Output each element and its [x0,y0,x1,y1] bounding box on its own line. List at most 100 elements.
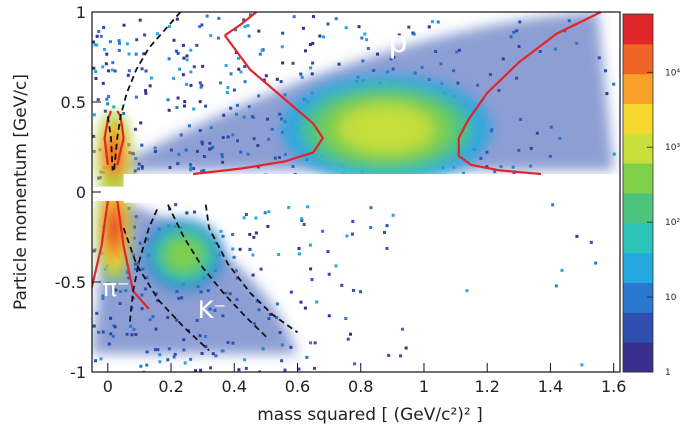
heatmap-cell [134,52,138,56]
dashed-cut-line [113,12,182,171]
heatmap-cell [427,25,431,29]
heatmap-cell [231,247,235,251]
colorbar-swatch [623,43,653,75]
colorbar-swatch [623,282,653,313]
heatmap-cell [176,96,180,100]
heatmap-cell [243,358,247,362]
heatmap-cell [117,41,121,45]
heatmap-cell [155,32,159,36]
heatmap-cell [589,240,593,244]
heatmap-cell [309,267,313,271]
heatmap-cell [173,352,177,356]
solid-cut-line [193,34,325,176]
heatmap-cell [303,306,307,310]
heatmap-cell [92,40,96,44]
heatmap-cell [133,169,137,173]
heatmap-cell [176,51,180,55]
colorbar-swatch [623,312,653,343]
solid-cut-line [92,200,109,292]
heatmap-cell [350,232,354,236]
heatmap-cell [247,34,251,38]
dashed-cut-line [122,227,210,352]
heatmap-cell [216,36,220,40]
heatmap-cell [103,47,107,51]
heatmap-cell [493,170,497,174]
heatmap-cell [166,98,170,102]
heatmap-cell [309,66,313,70]
heatmap-cell [369,225,373,229]
heatmap-cell [172,38,176,42]
colorbar-swatch [623,252,653,283]
heatmap-cell [309,341,313,345]
heatmap-cell [110,68,114,72]
heatmap-cell [185,211,189,215]
particle-label-proton: p [388,25,407,60]
heatmap-cell [185,58,189,62]
heatmap-cell [104,62,108,66]
heatmap-cell [301,26,305,30]
heatmap-cell [359,290,363,294]
heatmap-cell [344,26,348,30]
heatmap-cell [198,25,202,29]
heatmap-cell [94,69,98,73]
heatmap-cell [122,23,126,27]
heatmap-cell [297,246,301,250]
heatmap-cell [318,34,322,38]
heatmap-cell [242,216,246,220]
heatmap-cell [232,88,236,92]
heatmap-cell [126,73,130,77]
heatmap-cell [106,69,110,73]
heatmap-cell [229,106,233,110]
heatmap-cell [150,76,154,80]
heatmap-cell [142,52,146,56]
low-momentum-gap [92,186,124,201]
heatmap-cell [376,52,380,56]
heatmap-cell [194,369,198,372]
heatmap-cell [258,52,262,56]
heatmap-cell [327,272,331,276]
heatmap-cell [340,283,344,287]
heatmap-cell [310,72,314,76]
heatmap-cell [551,203,555,207]
heatmap-cell [281,61,285,65]
heatmap-cell [258,370,262,372]
colorbar-swatch [623,103,653,134]
heatmap-cell [313,366,317,370]
heatmap-cell [199,85,203,89]
heatmap-cell [189,357,193,361]
heatmap-cell [300,217,304,221]
heatmap-cell [263,211,267,215]
heatmap-cell [344,317,348,321]
y-tick-label: -0.5 [55,273,86,292]
solid-cut-line [103,110,113,166]
heatmap-cell [95,34,99,38]
heatmap-cell [275,302,279,306]
heatmap-cell [127,69,131,73]
heatmap-cell [280,45,284,49]
heatmap-cell [436,20,440,24]
heatmap-cell [195,43,199,47]
solid-cut-line [116,200,150,310]
heatmap-cell [554,284,558,288]
heatmap-cell [140,143,144,147]
heatmap-cell [189,48,193,52]
heatmap-cell [92,134,96,138]
y-tick-label: 0 [76,183,86,202]
heatmap-cell [117,48,121,52]
y-tick-label: 0.5 [61,93,86,112]
heatmap-cell [266,224,270,228]
heatmap-cell [92,113,96,117]
colorbar-swatch [623,222,653,254]
heatmap-cell [148,84,152,88]
heatmap-cell [105,52,109,56]
heatmap-cell [279,80,283,84]
heatmap-cell [198,100,202,104]
heatmap-cell [144,69,148,73]
heatmap-cell [277,252,281,256]
heatmap-cell [248,232,252,236]
heatmap-cell [103,109,107,113]
heatmap-cell [139,121,143,125]
heatmap-cell [302,222,306,226]
